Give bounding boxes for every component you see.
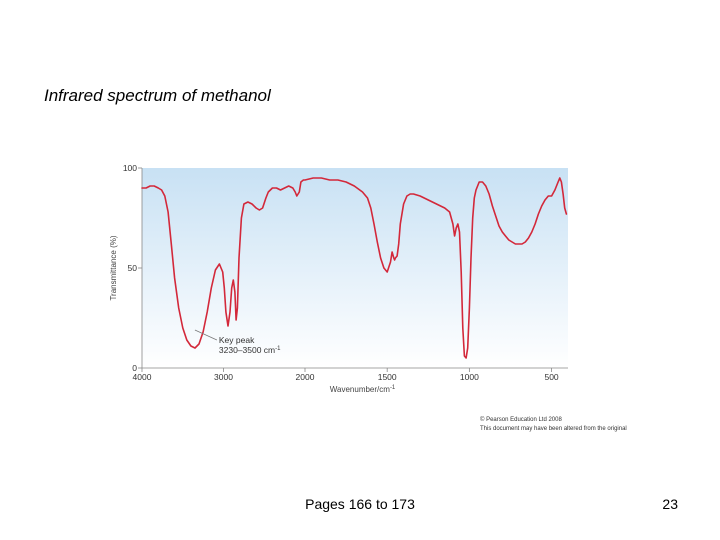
y-tick-label: 0 [132, 363, 137, 373]
x-axis-title: Wavenumber/cm-1 [330, 385, 396, 394]
x-tick-label: 4000 [133, 372, 152, 382]
copyright-line-1: © Pearson Education Ltd 2008 [480, 417, 562, 423]
page-number: 23 [662, 496, 678, 512]
key-peak-range-text: 3230–3500 cm [219, 345, 275, 355]
y-axis-title: Transmittance (%) [109, 235, 118, 300]
x-tick-label: 3000 [214, 372, 233, 382]
ir-spectrum-chart: 0 50 100 4000 3000 2000 1500 1000 500 Transmitta… [109, 163, 568, 394]
key-peak-label: Key peak [219, 335, 255, 345]
x-tick-label: 500 [544, 372, 558, 382]
slide-title: Infrared spectrum of methanol [44, 86, 271, 105]
x-tick-label: 2000 [296, 372, 315, 382]
footer-page-range: Pages 166 to 173 [305, 496, 415, 512]
spectrum-line-methanol [141, 177, 568, 359]
x-axis-title-sup: -1 [390, 385, 396, 391]
copyright-notice: © Pearson Education Ltd 2008 This docume… [480, 416, 627, 434]
x-tick-label: 1000 [460, 372, 479, 382]
y-tick-label: 50 [128, 263, 138, 273]
y-tick-label: 100 [123, 163, 137, 173]
x-tick-label: 1500 [378, 372, 397, 382]
plot-background [142, 168, 568, 368]
copyright-line-2: This document may have been altered from… [480, 426, 627, 432]
key-peak-range-label: 3230–3500 cm-1 [219, 345, 281, 355]
key-peak-leader-line [194, 329, 218, 341]
key-peak-range-sup: -1 [275, 346, 281, 352]
x-axis-title-text: Wavenumber/cm [330, 385, 391, 394]
